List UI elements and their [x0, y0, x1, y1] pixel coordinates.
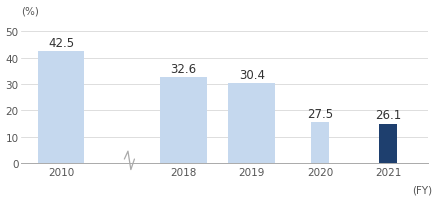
- Text: 26.1: 26.1: [375, 109, 402, 122]
- Text: (FY): (FY): [412, 184, 432, 194]
- Text: 32.6: 32.6: [170, 63, 197, 76]
- Bar: [311, 123, 329, 163]
- Bar: [379, 124, 398, 163]
- Text: 30.4: 30.4: [239, 68, 265, 81]
- Bar: [38, 52, 84, 163]
- Text: 27.5: 27.5: [307, 107, 333, 120]
- Text: (%): (%): [21, 6, 39, 16]
- Bar: [160, 78, 207, 163]
- Text: 42.5: 42.5: [48, 37, 74, 50]
- Bar: [229, 84, 275, 163]
